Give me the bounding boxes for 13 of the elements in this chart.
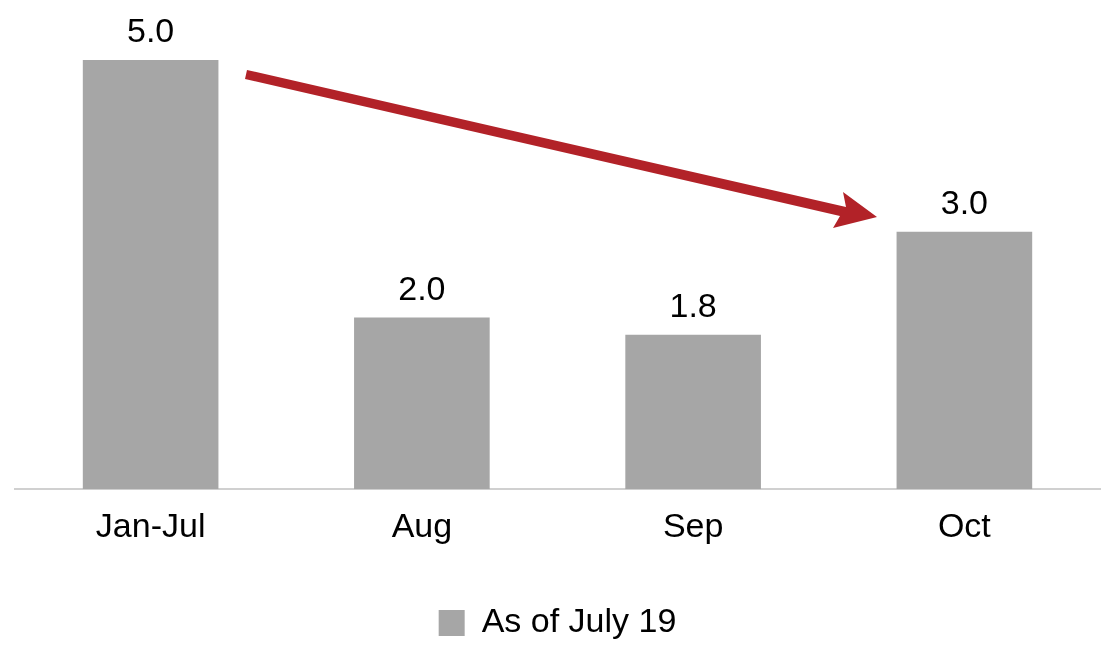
x-tick-label: Aug bbox=[391, 505, 453, 544]
data-label: 5.0 bbox=[126, 11, 175, 50]
legend-label: As of July 19 bbox=[481, 601, 677, 640]
x-tick-label: Sep bbox=[662, 505, 724, 544]
bar bbox=[625, 334, 761, 490]
data-label: 3.0 bbox=[940, 183, 989, 222]
data-label: 2.0 bbox=[398, 268, 446, 307]
bar bbox=[354, 317, 490, 490]
bar bbox=[82, 60, 219, 490]
data-label: 1.8 bbox=[669, 286, 717, 325]
bar bbox=[896, 231, 1033, 490]
x-tick-label: Oct bbox=[937, 505, 992, 544]
x-tick-label: Jan-Jul bbox=[95, 505, 206, 544]
